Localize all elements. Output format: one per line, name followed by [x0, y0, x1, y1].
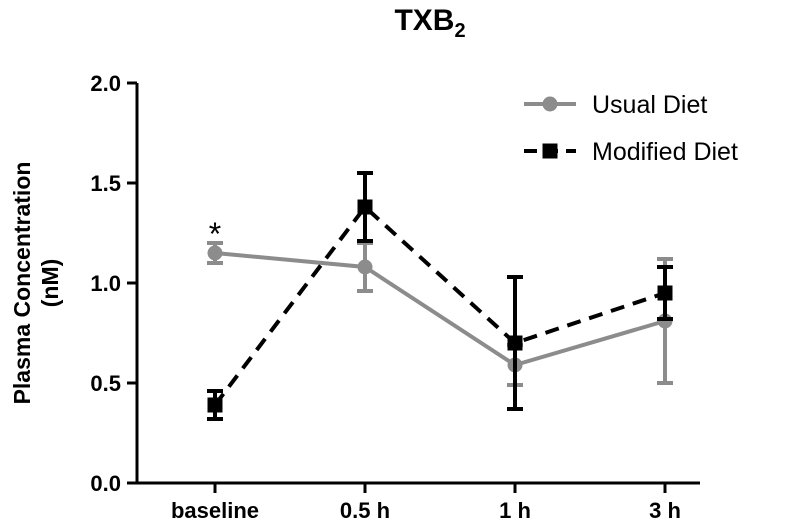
chart-title: TXB2	[394, 4, 465, 42]
y-tick-label: 0.0	[90, 471, 121, 496]
legend-label: Modified Diet	[592, 138, 738, 166]
legend-marker	[542, 96, 558, 112]
significance-marker: *	[209, 216, 221, 252]
y-axis-label: Plasma Concentration (nM)	[9, 162, 63, 405]
chart-title-subscript: 2	[454, 20, 465, 42]
y-tick-label: 0.5	[90, 371, 121, 396]
series-line	[213, 204, 666, 407]
data-point	[207, 397, 223, 413]
series-usual-diet	[207, 241, 673, 387]
legend-label: Usual Diet	[592, 91, 707, 119]
legend-item: Modified Diet	[524, 138, 738, 166]
x-tick-label: 3 h	[649, 498, 681, 523]
legend: Usual Diet Modified Diet	[524, 91, 738, 166]
x-tick-label: 1 h	[499, 498, 531, 523]
x-tick-label: 0.5 h	[340, 498, 390, 523]
data-point	[207, 245, 223, 261]
data-point	[357, 199, 373, 215]
y-tick-label: 1.5	[90, 171, 121, 196]
series-line	[214, 251, 666, 368]
y-tick-label: 1.0	[90, 271, 121, 296]
data-point	[507, 335, 523, 351]
annotations: *	[209, 216, 221, 252]
y-axis-label-line1: Plasma Concentration	[9, 162, 35, 405]
legend-marker	[542, 143, 558, 159]
axes: 0.0 0.5 1.0 1.5 2.0 baseline 0.5 h 1 h 3 h	[90, 71, 700, 523]
data-point	[357, 259, 373, 275]
legend-item: Usual Diet	[524, 91, 707, 119]
y-axis-label-line2: (nM)	[37, 259, 63, 308]
series-layer	[207, 171, 673, 421]
x-tick-label: baseline	[171, 498, 259, 523]
data-point	[657, 285, 673, 301]
y-tick-label: 2.0	[90, 71, 121, 96]
chart-title-main: TXB	[394, 4, 454, 37]
series-modified-diet	[207, 171, 673, 421]
